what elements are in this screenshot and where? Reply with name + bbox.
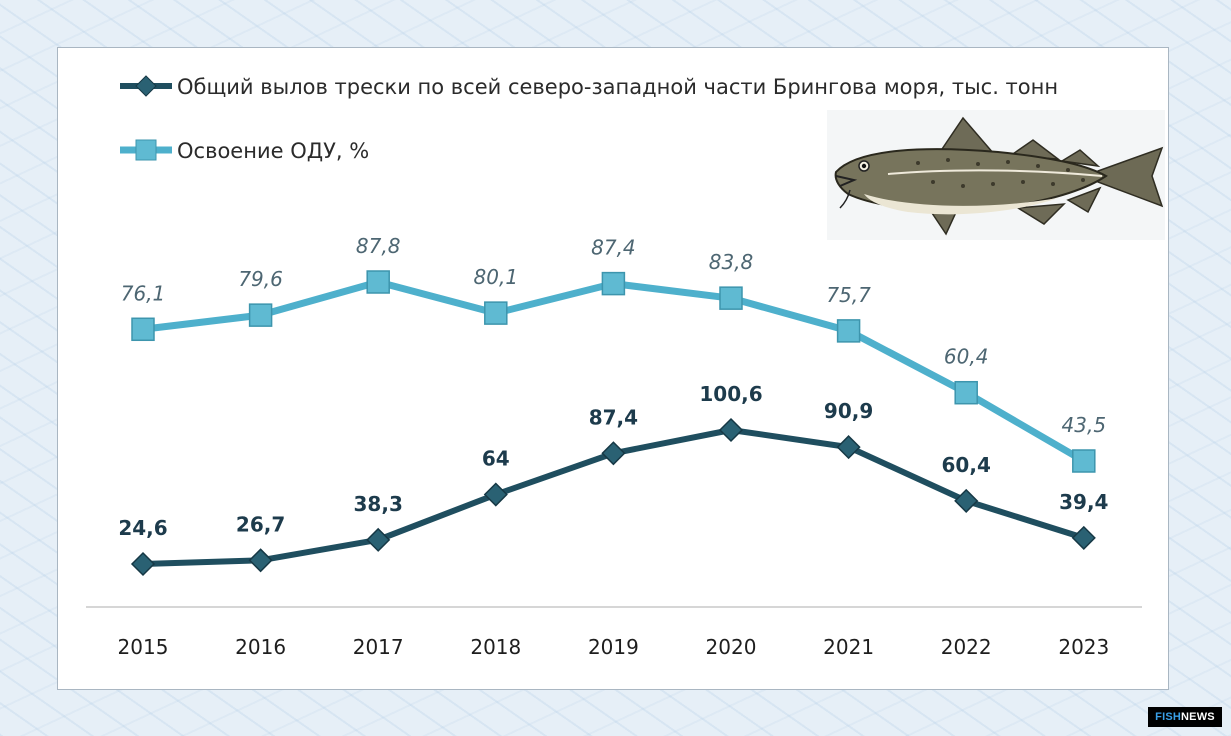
series-2-data-label-2018: 80,1 bbox=[474, 265, 519, 289]
line-chart: Общий вылов трески по всей северо-западн… bbox=[86, 75, 1165, 659]
series-1-data-label-2021: 90,9 bbox=[824, 399, 873, 423]
x-tick-label-2015: 2015 bbox=[118, 635, 169, 659]
x-tick-label-2016: 2016 bbox=[235, 635, 286, 659]
series-2-point-2020 bbox=[719, 286, 743, 310]
x-tick-label-2019: 2019 bbox=[588, 635, 639, 659]
series-layer: 24,6 26,7 38,3 64 87,4 100,6 90,9 60,4 39,4 76,1 7… bbox=[118, 234, 1108, 577]
series-1-data-label-2018: 64 bbox=[482, 447, 510, 471]
series-2-data-label-2017: 87,8 bbox=[356, 234, 401, 258]
series-1-point-2016 bbox=[248, 548, 273, 573]
legend-marker-2 bbox=[135, 139, 157, 161]
series-2-point-2016 bbox=[248, 303, 273, 327]
series-2-point-2022 bbox=[954, 380, 978, 405]
x-tick-label-2020: 2020 bbox=[706, 635, 757, 659]
series-2-data-label-2020: 83,8 bbox=[709, 250, 754, 274]
x-tick-label-2021: 2021 bbox=[823, 635, 874, 659]
series-1-point-2021 bbox=[836, 435, 861, 460]
cod-fish-icon bbox=[827, 110, 1165, 240]
series-1-point-2020 bbox=[718, 417, 744, 443]
series-1-data-label-2015: 24,6 bbox=[118, 516, 167, 540]
series-2-data-label-2022: 60,4 bbox=[944, 345, 989, 369]
series-2-line bbox=[139, 278, 1088, 465]
x-tick-label-2022: 2022 bbox=[941, 635, 992, 659]
series-1-point-2017 bbox=[366, 527, 391, 552]
legend-marker-1 bbox=[135, 75, 157, 97]
x-tick-label-2017: 2017 bbox=[353, 635, 404, 659]
legend: Общий вылов трески по всей северо-западн… bbox=[120, 75, 1058, 163]
series-2-data-label-2021: 75,7 bbox=[826, 283, 871, 307]
series-1-data-label-2017: 38,3 bbox=[354, 492, 403, 516]
series-2-point-2023 bbox=[1072, 449, 1096, 473]
x-axis-ticks: 2015 2016 2017 2018 2019 2020 2021 2022 2023 bbox=[118, 635, 1110, 659]
x-tick-label-2018: 2018 bbox=[470, 635, 521, 659]
series-2-data-label-2019: 87,4 bbox=[591, 236, 636, 260]
chart-card: Общий вылов трески по всей северо-западн… bbox=[57, 47, 1169, 690]
series-2-point-2015 bbox=[131, 317, 155, 342]
series-1-point-2023 bbox=[1071, 525, 1096, 550]
series-1-point-2022 bbox=[954, 488, 979, 513]
series-1-data-label-2020: 100,6 bbox=[699, 382, 762, 406]
series-2-point-2017 bbox=[366, 270, 390, 294]
series-2-data-label-2023: 43,5 bbox=[1062, 413, 1107, 437]
series-1-data-label-2023: 39,4 bbox=[1059, 490, 1108, 514]
series-2-point-2021 bbox=[836, 319, 861, 343]
series-1-data-label-2022: 60,4 bbox=[942, 453, 991, 477]
series-1-point-2019 bbox=[601, 441, 626, 466]
series-1-point-2018 bbox=[483, 482, 508, 507]
series-1-point-2015 bbox=[130, 551, 156, 577]
series-2-data-label-2016: 79,6 bbox=[238, 267, 283, 291]
legend-label-2: Освоение ОДУ, % bbox=[177, 139, 369, 163]
series-2-point-2018 bbox=[484, 301, 508, 325]
fishnews-logo: FISHNEWS bbox=[1148, 707, 1222, 727]
series-1-data-label-2016: 26,7 bbox=[236, 512, 285, 536]
x-tick-label-2023: 2023 bbox=[1058, 635, 1109, 659]
series-2-data-label-2015: 76,1 bbox=[121, 281, 166, 305]
series-1-data-label-2019: 87,4 bbox=[589, 405, 638, 429]
legend-label-1: Общий вылов трески по всей северо-западн… bbox=[177, 75, 1058, 99]
series-2-point-2019 bbox=[601, 271, 626, 296]
